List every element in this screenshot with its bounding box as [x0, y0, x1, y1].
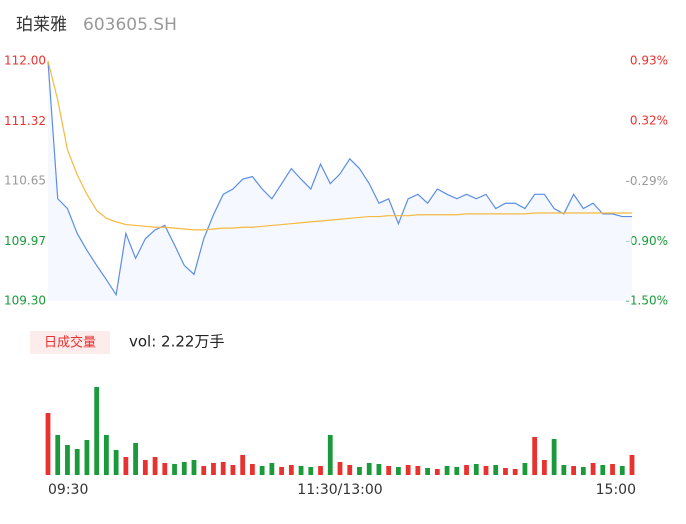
- volume-bar: [152, 457, 158, 475]
- volume-bar: [298, 466, 304, 475]
- volume-bar: [172, 464, 177, 475]
- volume-bar: [133, 443, 138, 475]
- volume-bar: [366, 463, 372, 475]
- volume-bar: [211, 463, 216, 475]
- volume-bar: [279, 467, 284, 475]
- volume-bar: [308, 467, 314, 475]
- volume-bar: [327, 435, 333, 475]
- y-tick-label: 109.97: [4, 234, 46, 248]
- volume-bar: [230, 465, 236, 475]
- volume-bar: [493, 465, 499, 475]
- volume-bar: [454, 467, 460, 475]
- volume-bar: [542, 460, 547, 475]
- volume-bar: [425, 468, 430, 475]
- average-line: [47, 60, 632, 231]
- volume-bar: [464, 465, 469, 475]
- volume-bar: [610, 464, 615, 475]
- volume-bar: [55, 435, 61, 475]
- y2-tick-label: -0.29%: [626, 174, 668, 188]
- volume-bar: [104, 435, 109, 475]
- volume-bar: [45, 413, 51, 475]
- volume-bar: [269, 463, 275, 475]
- volume-bar: [629, 455, 635, 475]
- volume-bar: [347, 465, 353, 475]
- volume-bar: [113, 450, 119, 475]
- volume-bar: [522, 463, 528, 475]
- volume-bar: [162, 463, 168, 475]
- volume-bar: [561, 465, 567, 475]
- volume-bar: [512, 469, 518, 475]
- volume-bar: [571, 466, 576, 475]
- volume-bar: [503, 468, 508, 475]
- y2-tick-label: -1.50%: [626, 294, 668, 308]
- volume-label-bg: [30, 331, 110, 354]
- y-tick-label: 110.65: [4, 174, 46, 188]
- volume-bar: [619, 466, 625, 475]
- volume-bar: [65, 445, 70, 475]
- volume-bar: [483, 466, 489, 475]
- volume-bar: [74, 449, 80, 475]
- volume-bar: [357, 467, 362, 475]
- volume-summary: vol: 2.22万手: [129, 333, 224, 351]
- y-tick-label: 112.00: [4, 54, 46, 68]
- y2-tick-label: 0.32%: [630, 114, 668, 128]
- volume-bar: [123, 457, 129, 475]
- volume-bar: [376, 464, 382, 475]
- x-tick-label: 11:30/13:00: [297, 482, 382, 498]
- volume-bar: [590, 463, 596, 475]
- volume-bar: [415, 466, 421, 475]
- x-tick-label: 15:00: [596, 482, 636, 498]
- volume-bar: [250, 464, 255, 475]
- y2-tick-label: -0.90%: [626, 234, 668, 248]
- subtitle: 603605.SH: [83, 15, 177, 35]
- volume-bar: [84, 440, 90, 475]
- volume-bar: [551, 439, 557, 475]
- volume-bar: [580, 467, 586, 475]
- y-tick-label: 109.30: [4, 294, 46, 308]
- volume-bar: [240, 455, 246, 475]
- volume-bar: [434, 469, 440, 475]
- volume-bar: [337, 462, 343, 475]
- volume-bar: [94, 387, 100, 475]
- volume-bar: [532, 437, 538, 475]
- volume-bar: [259, 466, 265, 475]
- volume-bar: [318, 466, 323, 475]
- y-tick-label: 111.32: [4, 114, 46, 128]
- volume-bar: [142, 460, 148, 475]
- volume-bar: [473, 464, 479, 475]
- volume-bar: [220, 462, 226, 475]
- volume-bar: [201, 466, 207, 475]
- volume-bar: [288, 465, 294, 475]
- volume-bar: [386, 466, 392, 475]
- volume-bar: [444, 466, 450, 475]
- volume-bar: [600, 465, 606, 475]
- x-tick-label: 09:30: [48, 482, 88, 498]
- title: 珀莱雅: [16, 15, 67, 35]
- y2-tick-label: 0.93%: [630, 54, 668, 68]
- price-line: [47, 60, 632, 297]
- volume-bar: [181, 462, 187, 475]
- volume-bar: [396, 467, 401, 475]
- price-area: [48, 61, 632, 301]
- volume-bar: [191, 460, 197, 475]
- volume-bar: [405, 465, 411, 475]
- volume-label: 日成交量: [44, 335, 96, 351]
